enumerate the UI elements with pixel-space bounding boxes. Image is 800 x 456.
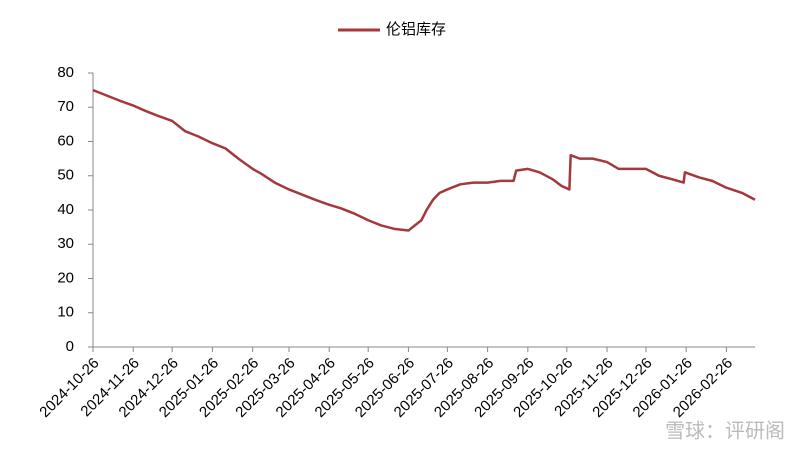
y-tick-label: 30 <box>57 235 74 252</box>
y-tick-label: 70 <box>57 98 74 115</box>
y-tick-label: 50 <box>57 167 74 184</box>
y-tick-label: 0 <box>66 338 74 355</box>
legend-label: 伦铝库存 <box>386 21 446 38</box>
y-tick-label: 40 <box>57 201 74 218</box>
y-tick-label: 60 <box>57 132 74 149</box>
y-tick-label: 10 <box>57 304 74 321</box>
data-line <box>92 88 756 232</box>
y-tick-label: 80 <box>57 64 74 81</box>
y-tick-label: 20 <box>57 269 74 286</box>
watermark: 雪球：评研阁 <box>665 419 785 442</box>
